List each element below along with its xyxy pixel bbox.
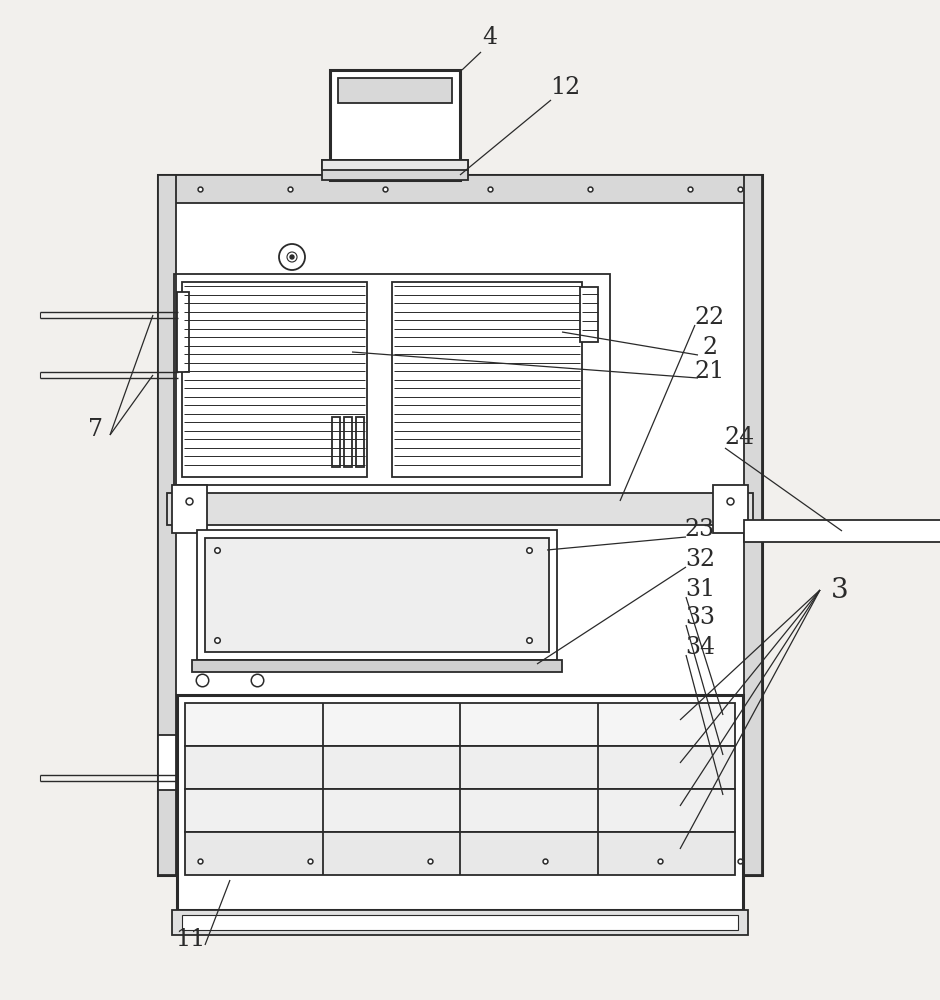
Bar [174, 274, 610, 485]
Bar [392, 282, 582, 477]
Text: 33: 33 [685, 606, 715, 630]
Bar [713, 485, 748, 533]
Bar [177, 292, 189, 372]
Bar [182, 282, 367, 477]
Bar [344, 417, 352, 467]
Bar [158, 847, 762, 875]
Bar [185, 789, 735, 832]
Text: 2: 2 [702, 336, 717, 360]
Bar [338, 78, 452, 103]
Text: 31: 31 [685, 578, 715, 601]
Bar [185, 703, 735, 746]
Bar [172, 189, 748, 861]
Bar [192, 660, 562, 672]
Bar [185, 746, 735, 789]
Text: 11: 11 [175, 928, 205, 952]
Bar [172, 910, 748, 935]
Bar [332, 417, 340, 467]
Bar [158, 175, 762, 875]
Text: 22: 22 [695, 306, 725, 330]
Bar [158, 175, 762, 203]
Bar [197, 530, 557, 660]
Bar [744, 175, 762, 875]
Bar [158, 735, 176, 790]
Bar [322, 160, 468, 180]
Text: 7: 7 [87, 418, 102, 442]
Bar [167, 493, 753, 525]
Circle shape [290, 255, 294, 259]
Text: 3: 3 [831, 576, 849, 603]
Bar [330, 70, 460, 180]
Bar [580, 287, 598, 342]
Text: 24: 24 [725, 426, 755, 450]
Text: 34: 34 [685, 637, 715, 660]
Bar [322, 160, 468, 170]
Bar [182, 915, 738, 930]
Bar [205, 538, 549, 652]
Text: 21: 21 [695, 360, 725, 383]
Text: 12: 12 [550, 77, 580, 100]
Bar [177, 695, 743, 910]
Bar [172, 485, 207, 533]
Bar [158, 175, 176, 875]
Bar [356, 417, 364, 467]
Bar [185, 832, 735, 875]
Text: 4: 4 [482, 26, 497, 49]
Text: 23: 23 [685, 518, 715, 542]
Text: 32: 32 [685, 548, 715, 572]
Bar [744, 520, 940, 542]
